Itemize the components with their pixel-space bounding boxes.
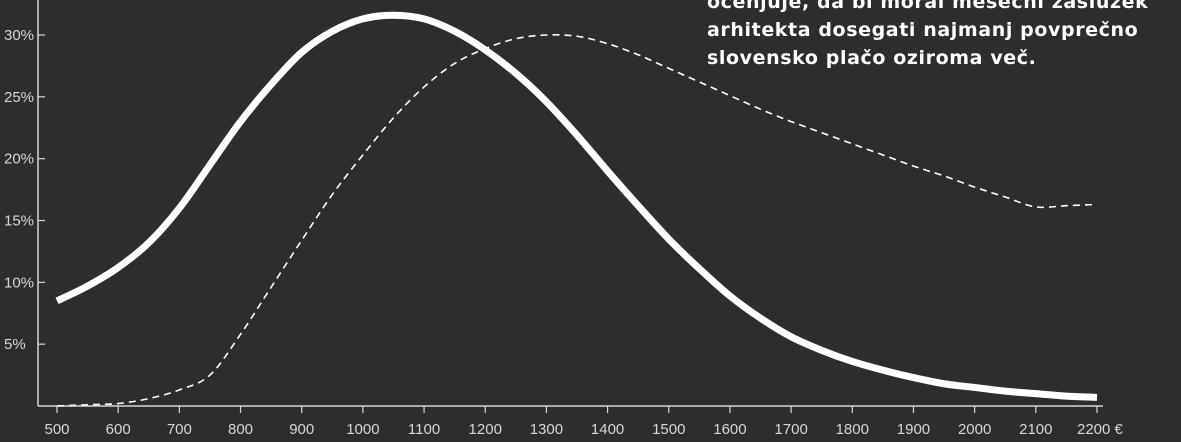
series-line-dashed [56,34,1098,407]
x-tick-label: 2200 € [1077,421,1124,438]
x-tick-label: 1900 [897,421,930,438]
y-tick-label: 5% [4,336,26,353]
x-tick-label: 700 [167,421,192,438]
x-tick-label: 900 [289,421,314,438]
y-tick-label: 15% [4,213,34,230]
annotation-line-1: ocenjuje, da bi moral mesečni zaslužek [707,0,1149,13]
annotation-text: ocenjuje, da bi moral mesečni zaslužek a… [707,0,1179,72]
x-tick-label: 2000 [958,421,991,438]
x-tick-label: 1000 [346,421,379,438]
x-tick-label: 1400 [591,421,624,438]
x-tick-label: 800 [228,421,253,438]
annotation-line-2: arhitekta dosegati najmanj povprečno [707,19,1139,41]
y-tick-label: 20% [4,151,34,168]
x-tick-label: 1300 [530,421,563,438]
x-tick-label: 1700 [774,421,807,438]
annotation-line-3: slovensko plačo oziroma več. [707,47,1037,69]
y-tick-label: 25% [4,89,34,106]
x-tick-label: 1800 [836,421,869,438]
x-tick-label: 1600 [713,421,746,438]
x-tick-label: 2100 [1019,421,1052,438]
x-tick-label: 500 [44,421,69,438]
x-tick-label: 1200 [469,421,502,438]
series-line-solid [55,11,1098,401]
y-tick-label: 30% [4,27,34,44]
x-tick-label: 1100 [408,421,440,438]
x-tick-label: 1500 [652,421,685,438]
x-tick-label: 600 [106,421,131,438]
y-tick-label: 10% [4,274,34,291]
